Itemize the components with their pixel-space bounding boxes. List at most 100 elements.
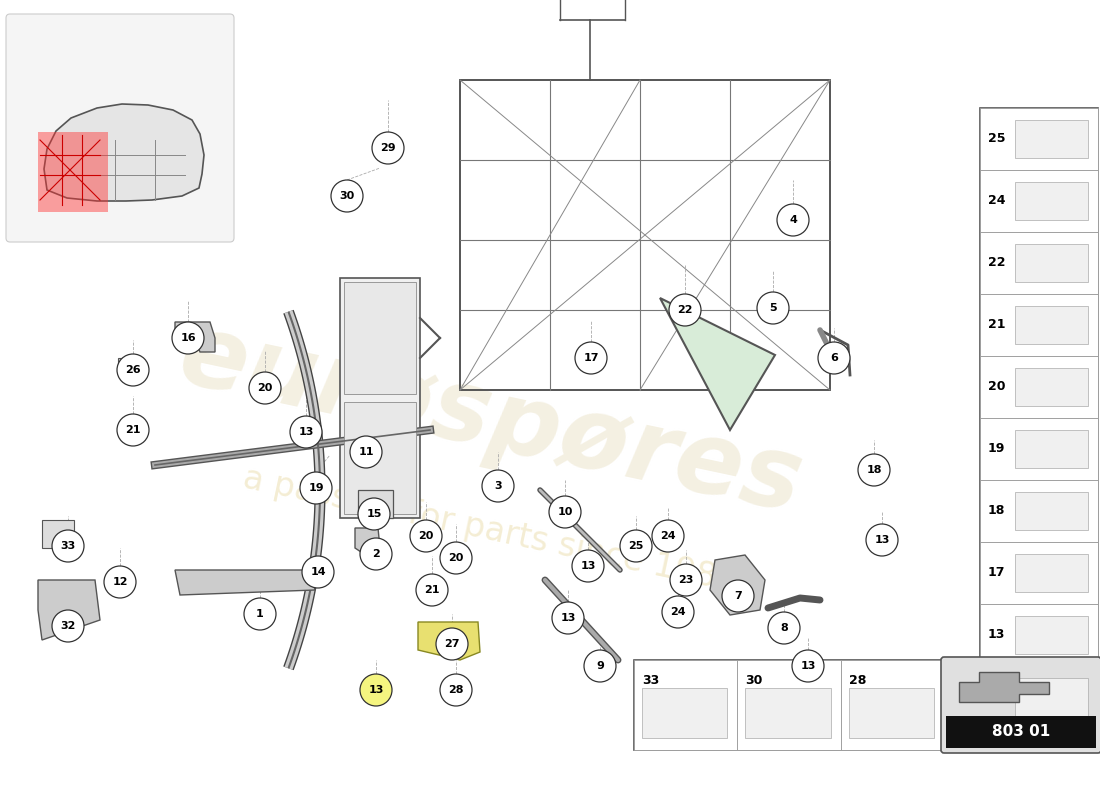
Text: 19: 19	[308, 483, 323, 493]
Circle shape	[52, 530, 84, 562]
Bar	[946, 716, 1096, 748]
Circle shape	[572, 550, 604, 582]
Text: 13: 13	[368, 685, 384, 695]
Text: 30: 30	[746, 674, 762, 687]
Bar	[980, 232, 1098, 294]
Circle shape	[792, 650, 824, 682]
Polygon shape	[355, 528, 380, 558]
Bar	[1015, 182, 1088, 219]
Bar	[42, 520, 74, 548]
Text: eurøspøres: eurøspøres	[169, 306, 810, 534]
Text: 5: 5	[769, 303, 777, 313]
Circle shape	[670, 564, 702, 596]
Circle shape	[117, 414, 148, 446]
Circle shape	[52, 610, 84, 642]
Circle shape	[300, 472, 332, 504]
Text: a passion for parts since 1985: a passion for parts since 1985	[240, 462, 740, 598]
Bar	[460, 80, 830, 390]
Text: 26: 26	[125, 365, 141, 375]
Bar	[980, 108, 1098, 170]
Text: 12: 12	[988, 690, 1005, 703]
Circle shape	[866, 524, 898, 556]
Text: 21: 21	[125, 425, 141, 435]
Circle shape	[620, 530, 652, 562]
Circle shape	[331, 180, 363, 212]
Bar	[340, 278, 420, 518]
Text: 20: 20	[449, 553, 464, 563]
Circle shape	[290, 416, 322, 448]
Text: 20: 20	[988, 381, 1005, 394]
Text: 32: 32	[60, 621, 76, 631]
Bar	[634, 660, 737, 750]
Bar	[1015, 430, 1088, 467]
Bar	[980, 108, 1098, 728]
Text: 13: 13	[298, 427, 314, 437]
Text: 7: 7	[734, 591, 741, 601]
Bar	[980, 666, 1098, 728]
Text: 24: 24	[670, 607, 685, 617]
Text: 13: 13	[801, 661, 816, 671]
Text: 13: 13	[874, 535, 890, 545]
Text: 21: 21	[425, 585, 440, 595]
Circle shape	[777, 204, 808, 236]
Text: 1: 1	[256, 609, 264, 619]
Text: 22: 22	[988, 257, 1005, 270]
Polygon shape	[39, 580, 100, 640]
Text: 19: 19	[988, 442, 1005, 455]
Circle shape	[302, 556, 334, 588]
Circle shape	[662, 596, 694, 628]
Circle shape	[436, 628, 468, 660]
Text: 13: 13	[581, 561, 596, 571]
Bar	[39, 132, 108, 212]
Text: 15: 15	[366, 509, 382, 519]
Polygon shape	[959, 672, 1049, 702]
Text: 29: 29	[381, 143, 396, 153]
Text: 10: 10	[558, 507, 573, 517]
Bar	[1015, 554, 1088, 592]
Text: 33: 33	[60, 541, 76, 551]
Text: 9: 9	[596, 661, 604, 671]
Bar	[737, 660, 840, 750]
Circle shape	[549, 496, 581, 528]
Text: 33: 33	[642, 674, 659, 687]
Text: 14: 14	[310, 567, 326, 577]
Circle shape	[482, 470, 514, 502]
FancyBboxPatch shape	[940, 657, 1100, 753]
Text: 2: 2	[372, 549, 379, 559]
Bar	[746, 688, 830, 738]
Text: 22: 22	[678, 305, 693, 315]
Text: 20: 20	[257, 383, 273, 393]
Bar	[980, 356, 1098, 418]
Circle shape	[722, 580, 754, 612]
Text: 30: 30	[340, 191, 354, 201]
Text: 20: 20	[418, 531, 433, 541]
Circle shape	[669, 294, 701, 326]
Text: 803 01: 803 01	[992, 725, 1050, 739]
Bar	[980, 604, 1098, 666]
Circle shape	[768, 612, 800, 644]
Circle shape	[244, 598, 276, 630]
Bar	[1015, 616, 1088, 654]
Text: 25: 25	[628, 541, 643, 551]
Text: 16: 16	[180, 333, 196, 343]
Text: 23: 23	[679, 575, 694, 585]
Circle shape	[440, 542, 472, 574]
Circle shape	[584, 650, 616, 682]
Text: 25: 25	[988, 133, 1005, 146]
Circle shape	[440, 674, 472, 706]
Circle shape	[372, 132, 404, 164]
Text: 4: 4	[789, 215, 796, 225]
Bar	[980, 480, 1098, 542]
Bar	[634, 660, 944, 750]
Bar	[1015, 245, 1088, 282]
Text: 12: 12	[112, 577, 128, 587]
Circle shape	[652, 520, 684, 552]
Bar	[642, 688, 727, 738]
Circle shape	[350, 436, 382, 468]
Bar	[1015, 306, 1088, 344]
Circle shape	[249, 372, 280, 404]
Polygon shape	[44, 104, 204, 201]
Bar	[980, 294, 1098, 356]
Bar	[980, 542, 1098, 604]
Circle shape	[416, 574, 448, 606]
